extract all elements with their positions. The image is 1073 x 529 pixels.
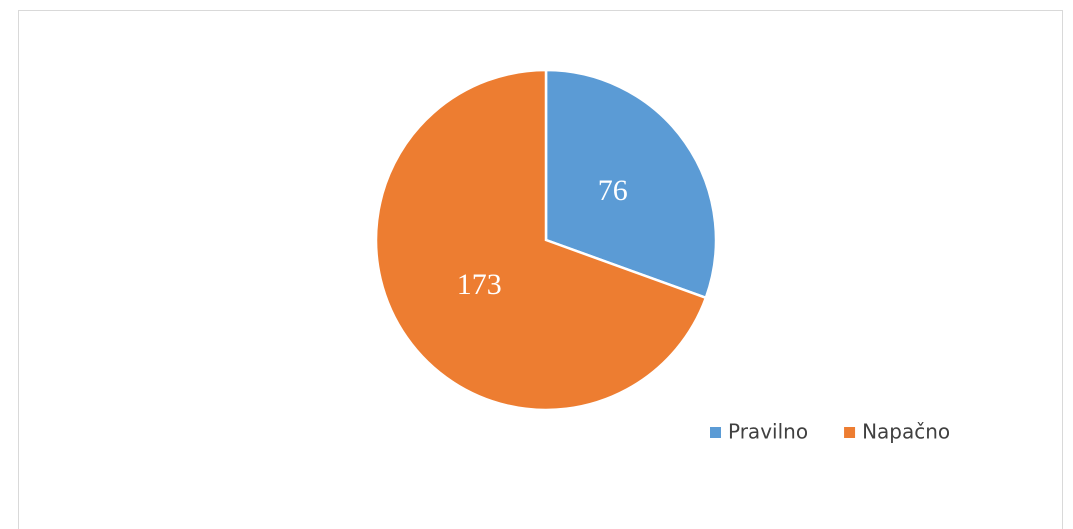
legend-label: Pravilno bbox=[728, 420, 808, 444]
legend-swatch bbox=[710, 427, 721, 438]
pie-slice bbox=[374, 68, 708, 412]
data-label: 173 bbox=[457, 268, 502, 301]
pie-slice bbox=[544, 68, 718, 300]
legend-swatch bbox=[844, 427, 856, 438]
legend-label: Napačno bbox=[862, 420, 950, 444]
data-label: 76 bbox=[598, 174, 628, 207]
